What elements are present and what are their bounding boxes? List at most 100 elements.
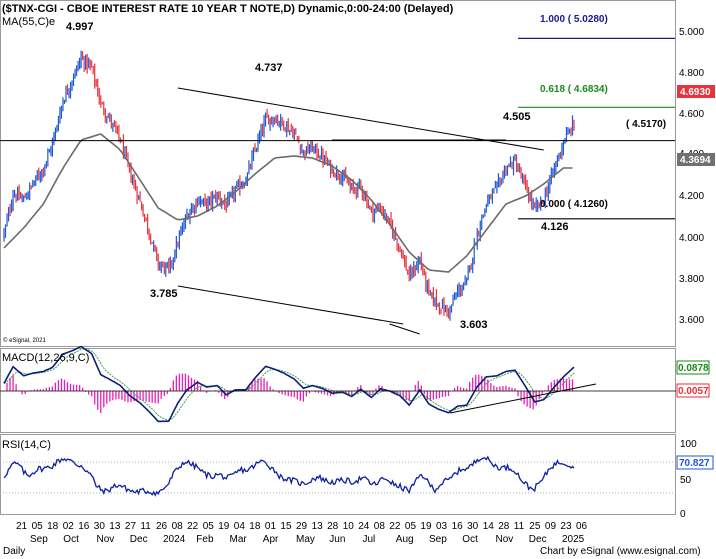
- x-day-label: 28: [327, 521, 339, 532]
- x-day-label: 26: [156, 521, 168, 532]
- x-month-label: Feb: [196, 534, 214, 545]
- trend-lines: [0, 87, 675, 335]
- x-axis-days: 21 05 18 02 16 30 13 27 11 26 08 22 05 19 04 18 01 15 29 13…: [16, 521, 588, 532]
- rsi-tag-bg: [676, 455, 714, 470]
- rsi-tick-100: 100: [680, 439, 697, 450]
- annotation-3603: 3.603: [460, 319, 488, 331]
- rsi-tag: 70.827: [679, 458, 710, 469]
- x-day-label: 02: [63, 521, 75, 532]
- x-day-label: 04: [234, 521, 246, 532]
- x-month-label: Aug: [396, 534, 414, 545]
- last-price-tag-bg: [677, 85, 715, 98]
- horizontal-level-label: ( 4.5170): [626, 119, 666, 130]
- x-day-label: 16: [452, 521, 464, 532]
- x-month-label: Mar: [230, 534, 248, 545]
- x-day-label: 14: [483, 521, 495, 532]
- rsi-tick-0: 0: [680, 509, 686, 520]
- trend-line: [177, 285, 404, 325]
- y-tick-4600: 4.600: [679, 109, 704, 120]
- x-day-label: 05: [32, 521, 44, 532]
- x-day-label: 28: [498, 521, 510, 532]
- x-day-label: 11: [140, 521, 151, 532]
- x-day-label: 18: [47, 521, 59, 532]
- ma-tag-bg: [677, 153, 715, 166]
- x-day-label: 27: [125, 521, 137, 532]
- x-day-label: 03: [436, 521, 448, 532]
- annotation-4737: 4.737: [255, 62, 283, 74]
- x-day-label: 01: [265, 521, 277, 532]
- annotation-4997: 4.997: [66, 21, 94, 33]
- macd-trend-line: [449, 383, 597, 414]
- copyright-label: © eSignal, 2021: [3, 337, 46, 344]
- x-day-label: 08: [374, 521, 386, 532]
- x-day-label: 18: [249, 521, 261, 532]
- fib-label-000: 0.000 ( 4.1260): [540, 199, 608, 210]
- rsi-line: [3, 455, 575, 497]
- x-day-label: 22: [187, 521, 199, 532]
- x-month-label: Oct: [462, 534, 478, 545]
- x-day-label: 13: [312, 521, 324, 532]
- x-day-label: 09: [545, 521, 557, 532]
- fib-label-100: 1.000 ( 5.0280): [540, 14, 608, 25]
- macd-signal-line: [3, 348, 575, 421]
- x-month-label: Dec: [130, 534, 148, 545]
- footer-period: Daily: [3, 546, 25, 557]
- fib-lines: [518, 37, 675, 220]
- annotation-3785: 3.785: [150, 288, 178, 300]
- x-month-label: Nov: [496, 534, 514, 545]
- x-day-label: 06: [576, 521, 588, 532]
- x-day-label: 05: [203, 521, 215, 532]
- x-month-label: Nov: [97, 534, 115, 545]
- x-day-label: 21: [16, 521, 28, 532]
- macd-line: [3, 345, 575, 423]
- x-day-label: 19: [420, 521, 432, 532]
- x-month-label: Dec: [529, 534, 547, 545]
- fib-label-618: 0.618 ( 4.6834): [540, 84, 608, 95]
- x-month-label: Oct: [63, 534, 79, 545]
- x-day-label: 10: [343, 521, 355, 532]
- price-candles: [3, 50, 575, 321]
- trend-line: [389, 323, 420, 335]
- x-day-label: 23: [560, 521, 572, 532]
- x-day-label: 22: [389, 521, 401, 532]
- x-month-label: 2024: [163, 534, 186, 545]
- last-price-tag: 4.6930: [680, 87, 711, 98]
- rsi-panel-frame: [0, 434, 676, 515]
- macd-tag: 0.0878: [678, 363, 709, 374]
- x-month-label: Apr: [263, 534, 279, 545]
- footer-credit: Chart by eSignal (www.esignal.com): [540, 546, 701, 557]
- chart-title: ($TNX-CGI - CBOE INTEREST RATE 10 YEAR T…: [2, 3, 454, 15]
- x-day-label: 30: [94, 521, 106, 532]
- x-day-label: 05: [405, 521, 417, 532]
- ma-indicator-label: MA(55,C)e: [2, 16, 55, 28]
- rsi-tick-50: 50: [680, 475, 692, 486]
- x-day-label: 25: [529, 521, 541, 532]
- x-day-label: 30: [467, 521, 479, 532]
- ma-55-line: [3, 133, 573, 273]
- x-day-label: 24: [358, 521, 370, 532]
- ma-tag: 4.3694: [680, 155, 711, 166]
- x-day-label: 11: [514, 521, 525, 532]
- x-month-label: Sep: [429, 534, 447, 545]
- x-month-label: Jun: [329, 534, 345, 545]
- x-day-label: 08: [172, 521, 184, 532]
- y-tick-4200: 4.200: [679, 191, 704, 202]
- macd-label: MACD(12,26,9,C): [2, 352, 89, 364]
- x-day-label: 13: [109, 521, 121, 532]
- x-day-label: 16: [78, 521, 90, 532]
- x-day-label: 15: [280, 521, 292, 532]
- y-tick-3600: 3.600: [679, 315, 704, 326]
- macd-histogram: [6, 373, 574, 414]
- x-month-label: Jul: [363, 534, 376, 545]
- price-y-axis: 5.000 4.800 4.600 4.400 4.200 4.000 3.80…: [679, 27, 704, 326]
- macd-tag-bg: [676, 360, 710, 375]
- y-tick-5000: 5.000: [679, 27, 704, 38]
- x-day-label: 19: [218, 521, 230, 532]
- x-day-label: 29: [296, 521, 308, 532]
- macd-hist-tag: 0.0057: [678, 386, 709, 397]
- macd-hist-tag-bg: [676, 383, 710, 398]
- rsi-label: RSI(14,C): [2, 439, 51, 451]
- x-month-label: May: [296, 534, 315, 545]
- x-month-label: Sep: [30, 534, 48, 545]
